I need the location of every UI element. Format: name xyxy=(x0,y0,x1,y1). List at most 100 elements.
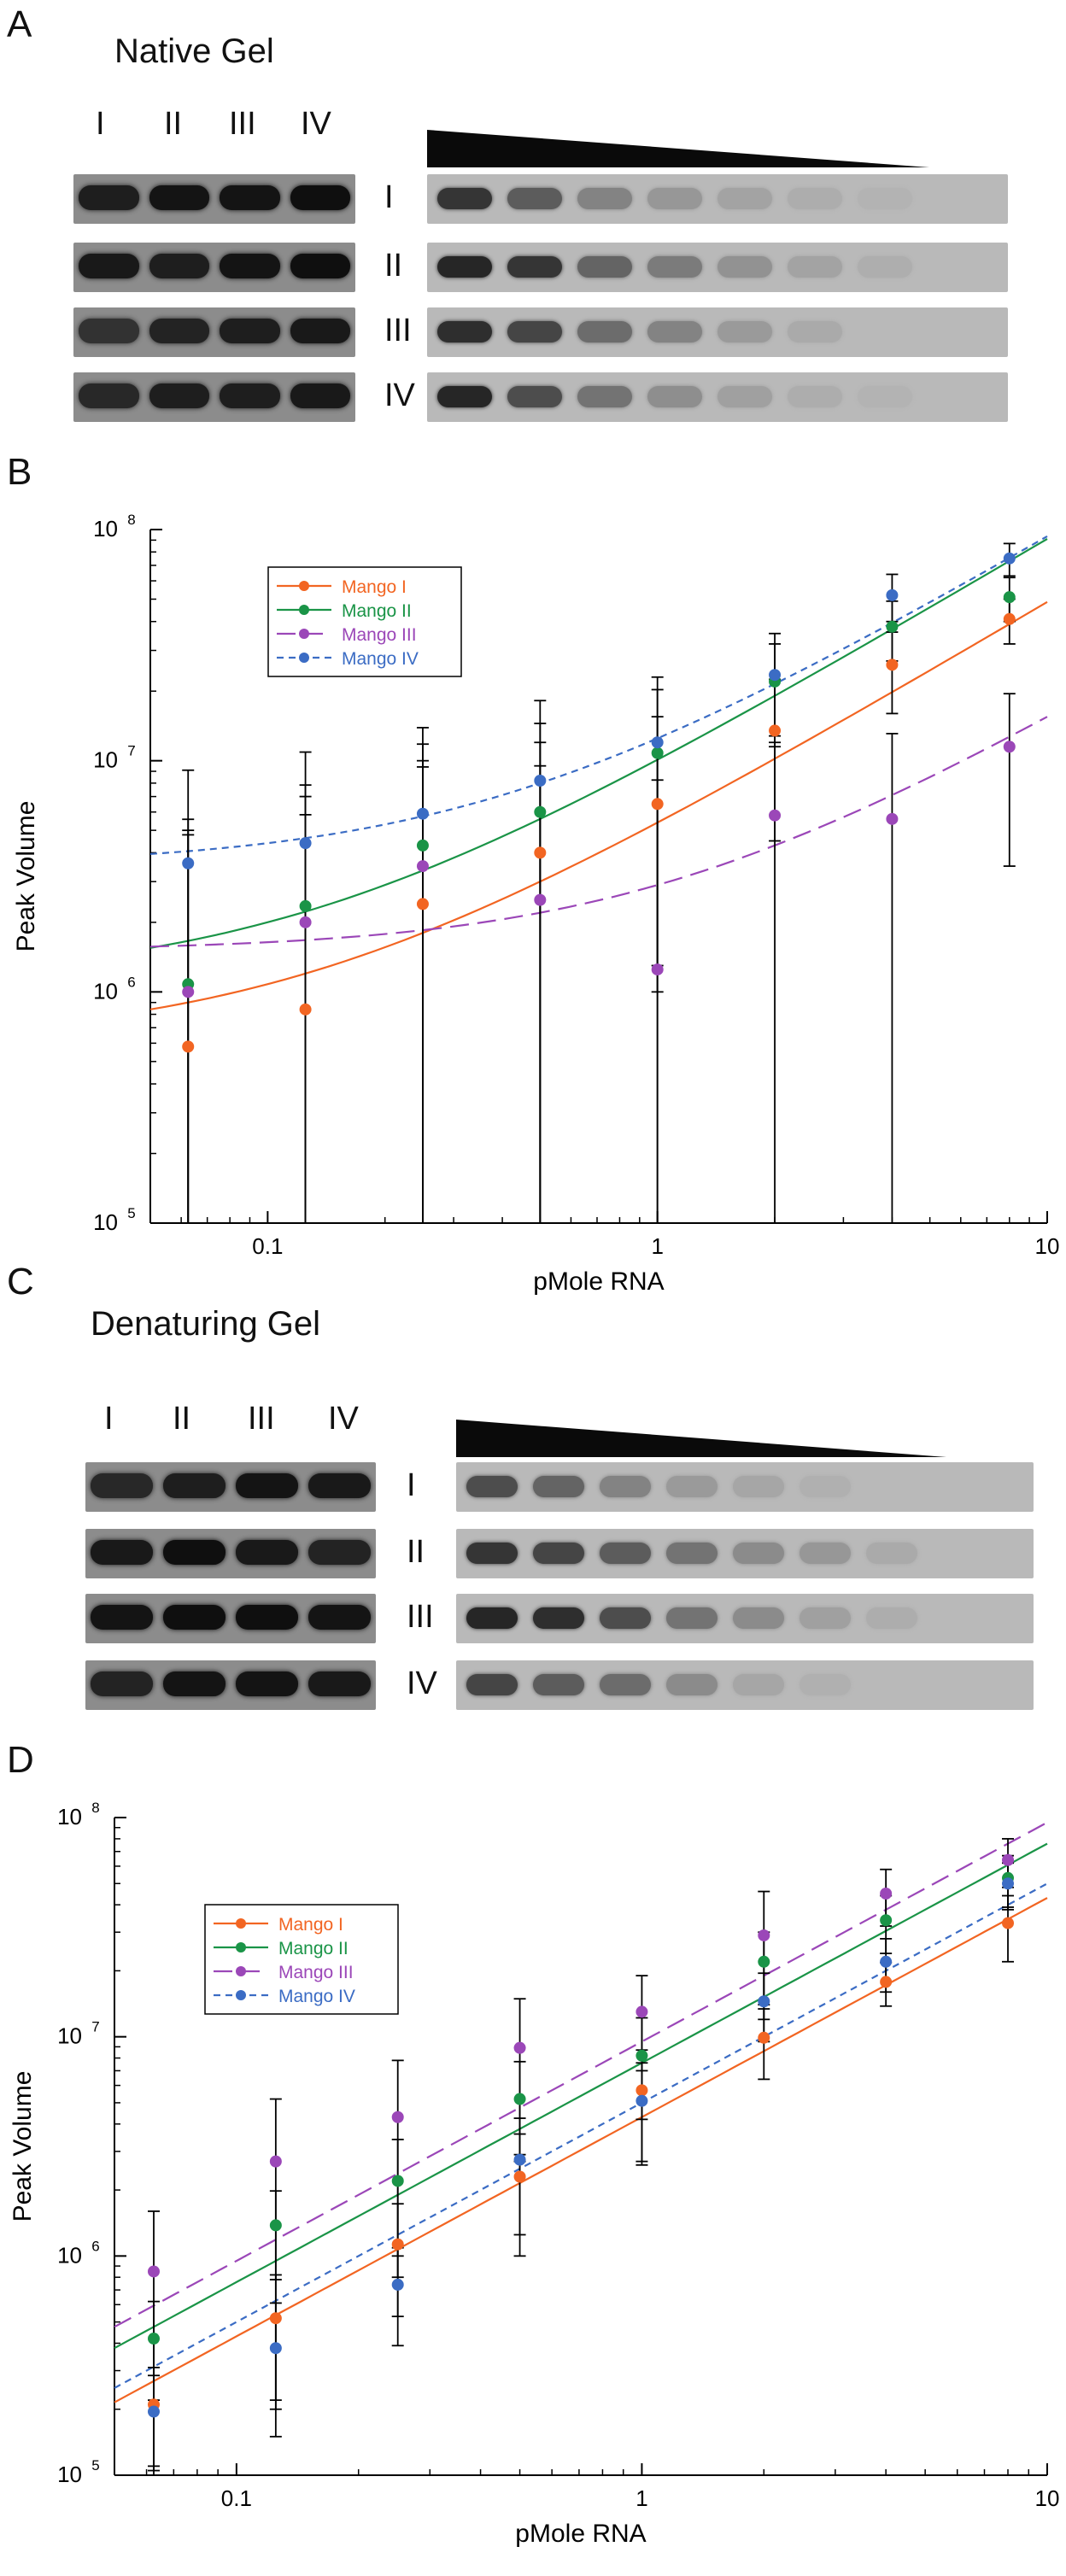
denaturing_gel-band xyxy=(308,1472,371,1498)
data-point-mango-iii xyxy=(147,2265,160,2278)
denaturing_gel-band xyxy=(533,1543,584,1564)
y-tick-exponent: 7 xyxy=(91,2019,99,2035)
data-point-mango-iii xyxy=(1003,741,1016,753)
data-point-mango-iii xyxy=(769,809,782,822)
native_gel-band xyxy=(718,188,772,209)
native_gel-band xyxy=(290,253,350,278)
denaturing_gel-band xyxy=(733,1476,784,1497)
data-point-mango-iv xyxy=(769,669,782,682)
denaturing_gel-band xyxy=(533,1476,584,1497)
legend-label: Mango I xyxy=(342,577,407,597)
denaturing_gel-row-label: IV xyxy=(407,1666,437,1701)
native_gel-band xyxy=(858,256,912,278)
denaturing_gel-band xyxy=(600,1607,651,1629)
native_gel-band xyxy=(718,256,772,278)
denaturing_gel-band xyxy=(466,1476,518,1497)
denaturing_gel-band xyxy=(308,1671,371,1696)
y-tick-exponent: 7 xyxy=(127,743,135,759)
y-tick-label: 10 xyxy=(57,2462,82,2487)
denaturing_gel-band xyxy=(866,1543,917,1564)
denaturing_gel-band xyxy=(666,1674,718,1695)
data-point-mango-i xyxy=(269,2312,282,2325)
data-point-mango-ii xyxy=(534,805,547,818)
native_gel-band xyxy=(220,253,280,278)
denaturing_gel-left-strip xyxy=(85,1594,376,1643)
native_gel-band xyxy=(507,321,562,342)
data-point-mango-ii xyxy=(651,746,664,759)
native_gel-right-strip xyxy=(427,372,1008,422)
legend-marker xyxy=(299,653,309,663)
denaturing-gel-title: Denaturing Gel xyxy=(91,1305,321,1343)
native_gel-band xyxy=(858,188,912,209)
native_gel-band xyxy=(437,256,492,278)
panel-label-a: A xyxy=(7,3,32,45)
native_gel-band xyxy=(290,184,350,210)
data-point-mango-iv xyxy=(886,588,899,601)
native_gel-band xyxy=(507,256,562,278)
fit-line-mango-iv xyxy=(149,535,1048,855)
data-point-mango-iv xyxy=(880,1955,893,1968)
data-point-mango-i xyxy=(182,1040,195,1053)
legend-label: Mango I xyxy=(278,1915,343,1935)
native_gel-band xyxy=(79,318,139,343)
data-point-mango-ii xyxy=(880,1914,893,1927)
data-point-mango-ii xyxy=(758,1955,770,1968)
native_gel-band xyxy=(79,383,139,408)
x-tick-label: 1 xyxy=(636,2485,647,2511)
legend-marker xyxy=(236,1966,246,1976)
denaturing_gel-band xyxy=(308,1604,371,1630)
data-point-mango-iv xyxy=(1002,1877,1015,1890)
data-point-mango-iii xyxy=(269,2155,282,2168)
data-point-mango-i xyxy=(886,659,899,671)
denaturing_gel-band xyxy=(236,1472,298,1498)
native_gel-band xyxy=(577,188,632,209)
native_gel-right-strip xyxy=(427,307,1008,357)
data-point-mango-iv xyxy=(147,2405,160,2418)
data-point-mango-iii xyxy=(651,963,664,976)
y-tick-label: 10 xyxy=(93,747,118,773)
denaturing_gel-band xyxy=(533,1674,584,1695)
native_gel-band xyxy=(507,188,562,209)
data-point-mango-ii xyxy=(391,2175,404,2187)
native_gel-lane-header: I xyxy=(96,106,105,142)
x-tick-label: 0.1 xyxy=(221,2485,252,2511)
data-point-mango-iii xyxy=(758,1929,770,1941)
data-point-mango-iv xyxy=(416,807,429,820)
x-tick-label: 0.1 xyxy=(252,1233,283,1259)
data-point-mango-i xyxy=(1003,612,1016,625)
denaturing_gel-band xyxy=(91,1604,153,1630)
x-tick-label: 10 xyxy=(1035,1233,1060,1259)
data-point-mango-iii xyxy=(636,2005,648,2018)
legend-label: Mango IV xyxy=(342,649,419,669)
native_gel-band xyxy=(718,321,772,342)
fit-line-mango-ii xyxy=(114,1842,1048,2350)
denaturing_gel-band xyxy=(308,1539,371,1565)
native_gel-band xyxy=(577,386,632,407)
legend-label: Mango III xyxy=(342,625,417,645)
native_gel-lane-header: II xyxy=(164,106,183,142)
denaturing_gel-lane-header: III xyxy=(248,1401,275,1437)
data-point-mango-ii xyxy=(269,2219,282,2232)
fit-line-mango-iv xyxy=(114,1882,1048,2389)
y-tick-label: 10 xyxy=(57,2023,82,2049)
denaturing_gel-row-label: III xyxy=(407,1599,434,1635)
native_gel-band xyxy=(149,184,209,210)
data-point-mango-ii xyxy=(416,839,429,852)
denaturing_gel-row-label: II xyxy=(407,1534,425,1570)
data-point-mango-iv xyxy=(182,857,195,869)
data-point-mango-iii xyxy=(416,860,429,873)
denaturing_gel-band xyxy=(236,1671,298,1696)
denaturing_gel-lane-header: IV xyxy=(328,1401,359,1437)
denaturing_gel-band xyxy=(163,1539,226,1565)
denaturing_gel-left-strip xyxy=(85,1462,376,1512)
data-point-mango-ii xyxy=(886,620,899,633)
data-point-mango-iv xyxy=(513,2153,526,2166)
y-axis-label: Peak Volume xyxy=(9,2071,37,2222)
denaturing_gel-band xyxy=(466,1674,518,1695)
x-tick-label: 1 xyxy=(651,1233,663,1259)
native_gel-band xyxy=(718,386,772,407)
data-point-mango-ii xyxy=(1003,591,1016,604)
denaturing_gel-band xyxy=(236,1539,298,1565)
denaturing_gel-band xyxy=(600,1674,651,1695)
y-tick-label: 10 xyxy=(93,1209,118,1235)
